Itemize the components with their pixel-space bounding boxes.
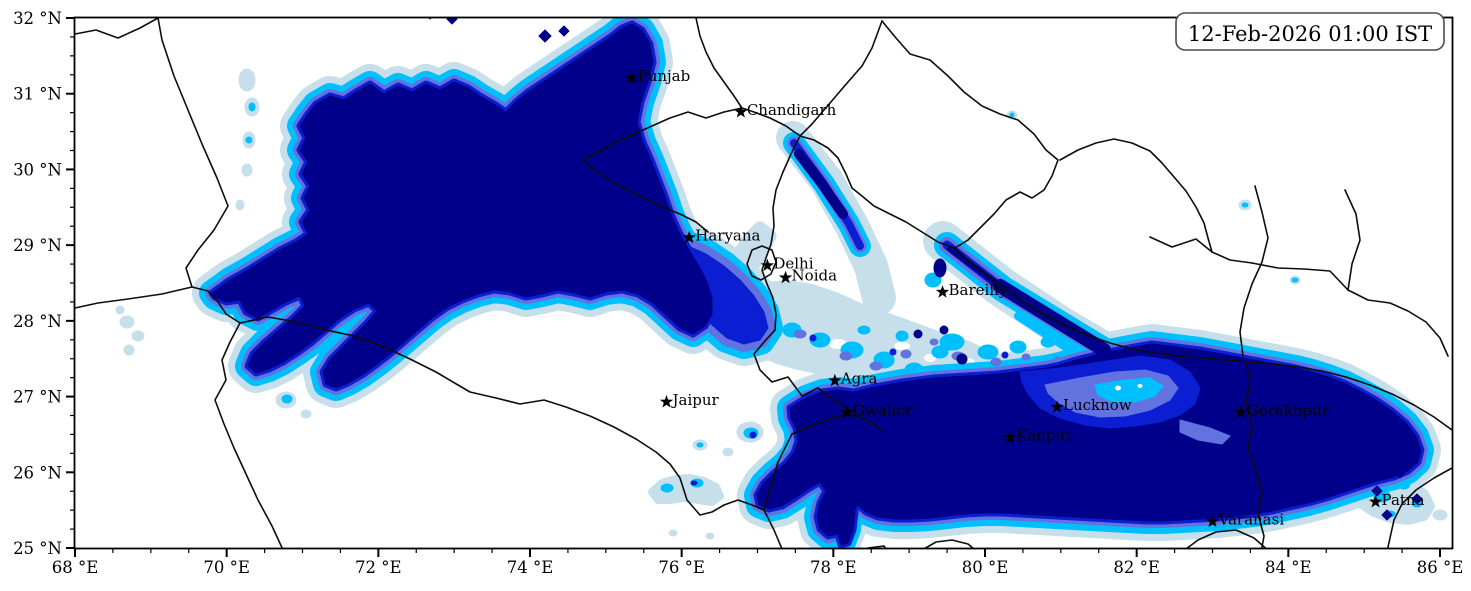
y-tick-label-31: 31 °N	[13, 85, 62, 104]
x-tick-label-78: 78 °E	[810, 558, 857, 577]
city-marker-haryana	[682, 230, 696, 244]
fog-interior-light-lucknow	[1019, 355, 1231, 445]
city-marker-bareilly	[935, 285, 950, 298]
city-label-punjab: Punjab	[638, 67, 691, 85]
city-marker-lucknow	[1050, 400, 1064, 413]
city-label-chandigarh: Chandigarh	[747, 101, 837, 119]
city-marker-delhi	[760, 258, 774, 272]
city-label-noida: Noida	[792, 267, 838, 285]
timestamp-badge: 12-Feb-2026 01:00 IST	[1175, 12, 1445, 51]
city-marker-noida	[778, 270, 793, 284]
city-marker-jaipur	[659, 394, 674, 408]
fog-layer-navy	[211, 17, 1423, 546]
y-tick-label-26: 26 °N	[13, 463, 62, 482]
y-tick-label-29: 29 °N	[13, 236, 62, 255]
y-tick-label-28: 28 °N	[13, 312, 62, 331]
navy-specks	[427, 17, 1423, 521]
city-label-agra: Agra	[840, 370, 878, 388]
y-axis: 25 °N 26 °N 27 °N 28 °N 29 °N 30 °N 31 °N 32 °N	[13, 9, 75, 558]
city-marker-varanasi	[1205, 514, 1220, 528]
x-tick-label-70: 70 °E	[203, 558, 250, 577]
city-label-gorakhpur: Gorakhpur	[1247, 401, 1330, 419]
city-marker-gorakhpur	[1233, 405, 1248, 419]
x-tick-label-68: 68 °E	[52, 558, 99, 577]
blue-dots	[690, 334, 1009, 486]
city-label-gwalior: Gwalior	[853, 401, 913, 419]
x-axis: 68 °E 70 °E 72 °E 74 °E 76 °E 78 °E 80 °E 82 °E…	[52, 548, 1464, 577]
city-marker-patna	[1368, 494, 1383, 508]
fog-layer-blue	[212, 24, 1421, 545]
x-tick-label-80: 80 °E	[962, 558, 1009, 577]
city-label-bareilly: Bareilly	[949, 281, 1008, 299]
state-boundaries	[74, 17, 1453, 549]
x-tick-label-82: 82 °E	[1113, 558, 1160, 577]
y-tick-label-25: 25 °N	[13, 539, 62, 558]
timestamp-text: 12-Feb-2026 01:00 IST	[1188, 22, 1432, 46]
x-tick-label-72: 72 °E	[355, 558, 402, 577]
city-label-patna: Patna	[1382, 491, 1425, 509]
y-tick-label-32: 32 °N	[13, 9, 62, 28]
city-label-varanasi: Varanasi	[1218, 511, 1285, 529]
x-tick-label-74: 74 °E	[507, 558, 554, 577]
fog-white-holes	[829, 339, 975, 366]
city-marker-agra	[828, 373, 842, 387]
city-label-lucknow: Lucknow	[1063, 396, 1132, 414]
y-tick-label-27: 27 °N	[13, 388, 62, 407]
timestamp-box	[1175, 12, 1445, 51]
y-tick-label-30: 30 °N	[13, 160, 62, 179]
city-label-jaipur: Jaipur	[671, 391, 720, 409]
city-label-delhi: Delhi	[773, 255, 813, 273]
x-tick-label-84: 84 °E	[1265, 558, 1312, 577]
x-tick-label-76: 76 °E	[658, 558, 705, 577]
city-label-kanpur: Kanpur	[1016, 426, 1073, 444]
city-marker-punjab	[625, 70, 639, 84]
city-marker-gwalior	[840, 405, 854, 419]
x-tick-label-86: 86 °E	[1417, 558, 1464, 577]
city-marker-chandigarh	[734, 104, 748, 118]
city-label-haryana: Haryana	[695, 227, 760, 245]
city-marker-kanpur	[1003, 430, 1017, 444]
